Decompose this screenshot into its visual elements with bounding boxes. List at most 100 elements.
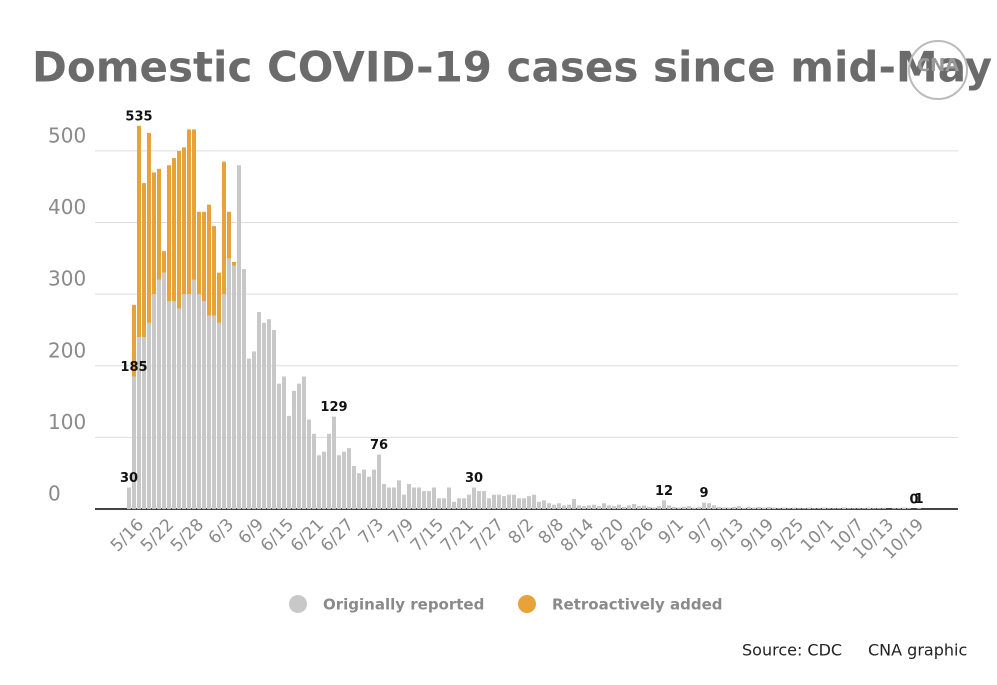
bar — [792, 507, 796, 509]
bar — [152, 172, 156, 295]
bar — [622, 506, 626, 509]
bar — [612, 506, 616, 509]
legend-marker — [289, 595, 307, 613]
bar — [322, 451, 326, 509]
bar — [362, 469, 366, 509]
bar — [187, 294, 191, 509]
bar — [512, 494, 516, 509]
bar — [722, 507, 726, 509]
credit: CNA graphic — [868, 641, 967, 660]
bar — [557, 503, 561, 509]
bar — [282, 376, 286, 509]
bar — [387, 487, 391, 509]
bar — [562, 505, 566, 509]
data-label: 9 — [699, 486, 708, 501]
bar — [422, 491, 426, 509]
bar — [892, 508, 896, 509]
bar — [137, 337, 141, 509]
bar — [262, 322, 266, 509]
bar — [317, 455, 321, 509]
y-tick-label: 0 — [48, 482, 61, 506]
bar — [477, 491, 481, 509]
bar — [617, 504, 621, 509]
bar — [337, 455, 341, 509]
bar — [812, 508, 816, 509]
bar — [907, 508, 911, 509]
x-tick-label: 9/25 — [767, 515, 808, 556]
bar — [637, 506, 641, 509]
bar — [272, 329, 276, 509]
bar — [222, 294, 226, 509]
bar — [732, 506, 736, 509]
bar — [797, 508, 801, 509]
x-tick-label: 8/20 — [587, 515, 628, 556]
bar — [532, 494, 536, 509]
bar — [192, 129, 196, 280]
bar — [302, 376, 306, 509]
data-label: 129 — [320, 400, 347, 415]
bar — [727, 507, 731, 509]
bar — [902, 507, 906, 509]
bar — [427, 491, 431, 509]
x-tick-label: 7/21 — [437, 515, 478, 556]
bar — [227, 258, 231, 509]
bar — [817, 508, 821, 509]
bar — [132, 304, 136, 377]
bar — [482, 491, 486, 509]
data-label: 12 — [655, 484, 673, 499]
bar — [452, 501, 456, 509]
bar — [782, 507, 786, 509]
bar — [632, 503, 636, 509]
data-label: 185 — [120, 360, 147, 375]
x-tick-label: 6/3 — [205, 515, 238, 548]
bar — [657, 506, 661, 509]
bar — [222, 161, 226, 295]
bar — [437, 498, 441, 509]
bar — [212, 226, 216, 316]
bar — [167, 165, 171, 302]
legend-label: Originally reported — [323, 596, 484, 614]
bar — [227, 211, 231, 259]
data-label: 1 — [914, 492, 923, 507]
bar — [692, 507, 696, 509]
bar — [697, 506, 701, 509]
x-tick-label: 5/16 — [107, 515, 148, 556]
bar — [502, 496, 506, 509]
bar — [517, 498, 521, 509]
x-tick-label: 5/22 — [137, 515, 178, 556]
y-tick-label: 500 — [48, 123, 86, 147]
bar — [507, 494, 511, 509]
bar — [687, 506, 691, 509]
data-label: 76 — [370, 438, 388, 453]
bar — [182, 147, 186, 295]
x-tick-label: 8/2 — [505, 515, 538, 548]
bar — [807, 507, 811, 509]
bar — [297, 383, 301, 509]
bar — [642, 505, 646, 509]
bar — [172, 158, 176, 302]
x-tick-label: 6/27 — [317, 515, 358, 556]
bar — [367, 476, 371, 509]
bar — [402, 494, 406, 509]
bar — [717, 506, 721, 509]
bar — [527, 496, 531, 509]
x-tick-label: 6/15 — [257, 515, 298, 556]
bar — [757, 506, 761, 509]
bar — [822, 507, 826, 509]
bar — [432, 487, 436, 509]
x-tick-label: 7/27 — [467, 515, 508, 556]
bar — [377, 454, 381, 509]
bar — [187, 129, 191, 295]
bar — [232, 261, 236, 266]
x-tick-label: 8/14 — [557, 515, 598, 556]
bar — [682, 506, 686, 509]
bar — [382, 483, 386, 509]
bar — [742, 507, 746, 509]
bar — [712, 505, 716, 509]
bar — [157, 168, 161, 280]
bar — [607, 505, 611, 509]
bar — [497, 494, 501, 509]
bar — [217, 322, 221, 509]
bar — [212, 315, 216, 509]
